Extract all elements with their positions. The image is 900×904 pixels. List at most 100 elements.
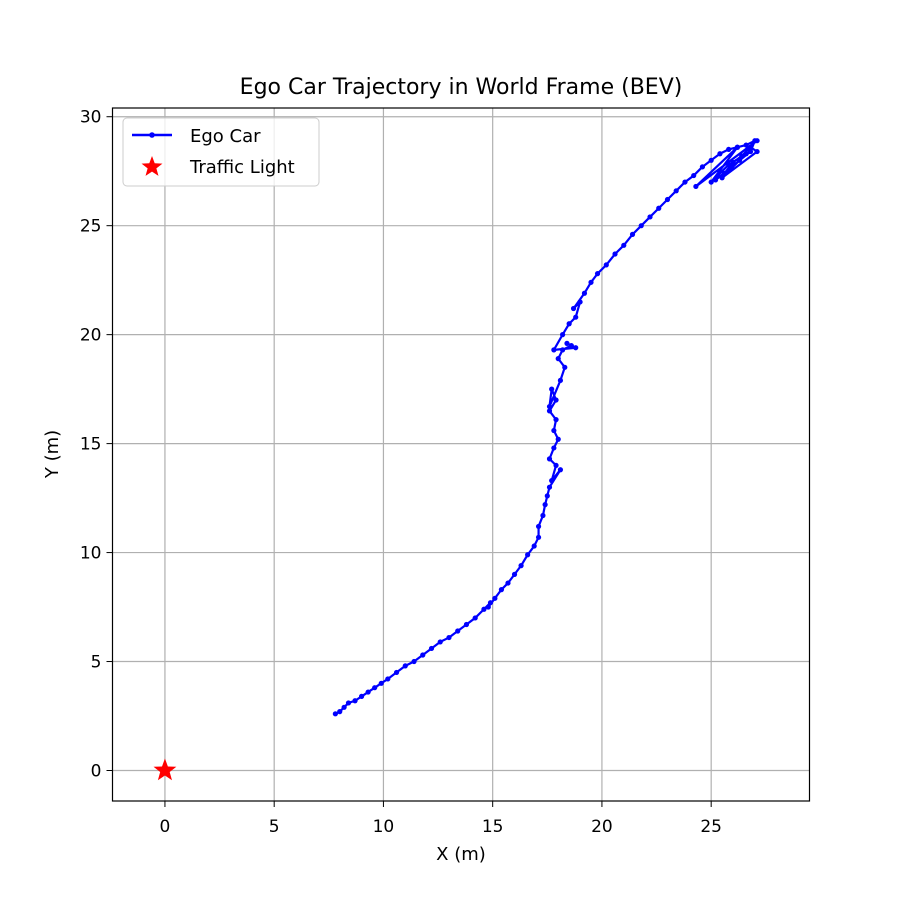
ego-car-point: [352, 698, 358, 704]
ego-car-point: [485, 604, 491, 610]
x-tick-label: 25: [700, 817, 722, 837]
y-tick-label: 25: [80, 217, 102, 237]
ego-car-point: [472, 615, 478, 621]
ego-car-point: [546, 484, 553, 490]
ego-car-point: [557, 467, 564, 473]
ego-car-point: [455, 628, 461, 634]
ego-car-point: [551, 445, 557, 451]
ego-car-point: [739, 153, 745, 159]
ego-car-point: [717, 151, 723, 157]
ego-car-point: [638, 223, 644, 229]
y-tick-label: 5: [91, 653, 102, 673]
ego-car-point: [549, 386, 555, 392]
legend-traffic-light-label: Traffic Light: [189, 157, 295, 178]
ego-car-point: [555, 356, 561, 362]
ego-car-point: [498, 587, 505, 593]
ego-car-point: [420, 652, 426, 658]
legend-ego-marker: [149, 132, 155, 138]
ego-car-point: [712, 177, 719, 183]
ego-car-point: [570, 305, 577, 312]
tick-layer: 0 5 10 15 20 25 0 5 10 15 20 25 30: [80, 108, 722, 837]
ego-car-point: [411, 658, 417, 665]
grid-layer: [112, 108, 810, 801]
ego-car-point: [721, 170, 727, 176]
ego-car-point: [487, 600, 494, 606]
y-tick-label: 30: [80, 108, 102, 128]
y-axis-label: Y (m): [42, 430, 63, 479]
ego-car-point: [428, 645, 435, 652]
ego-car-point: [621, 242, 627, 248]
ego-car-point: [546, 456, 553, 462]
ego-car-point: [553, 417, 559, 423]
x-tick-label: 15: [482, 817, 504, 837]
ego-car-point: [551, 427, 557, 434]
ego-car-point: [402, 663, 408, 669]
legend: Ego Car Traffic Light: [122, 117, 320, 187]
ego-car-point: [647, 214, 653, 220]
ego-car-point: [754, 138, 760, 144]
x-axis-label: X (m): [436, 844, 486, 865]
ego-car-point: [542, 502, 548, 508]
ego-car-point: [560, 347, 566, 353]
ego-car-point: [393, 669, 400, 676]
ego-car-point: [365, 689, 371, 695]
ego-car-point: [505, 580, 511, 586]
legend-traffic-light-star: [141, 156, 163, 176]
ego-car-point: [341, 704, 347, 710]
ego-car-point: [553, 462, 559, 468]
ego-car-point: [568, 342, 574, 349]
ego-car-point: [588, 279, 594, 285]
ego-car-point: [446, 634, 452, 641]
ego-car-point: [540, 512, 546, 519]
y-tick-label: 0: [91, 761, 102, 781]
ego-car-point: [734, 144, 740, 150]
ego-car-point: [553, 397, 559, 403]
ego-car-point: [682, 179, 688, 185]
plot-frame: [111, 107, 811, 802]
ego-car-point: [594, 271, 601, 277]
ego-car-point: [560, 332, 566, 338]
x-tick-label: 10: [373, 817, 395, 837]
legend-ego-label: Ego Car: [190, 126, 261, 147]
ego-car-point: [730, 159, 736, 166]
ego-car-point: [372, 685, 378, 691]
y-tick-label: 10: [80, 544, 102, 564]
y-tick-label: 20: [80, 326, 102, 346]
ego-car-point: [581, 290, 588, 296]
ego-car-point: [603, 262, 609, 268]
ego-car-point: [664, 196, 671, 203]
ego-car-point: [577, 299, 583, 305]
ego-car-point: [708, 157, 714, 163]
ego-car-point: [549, 478, 555, 484]
ego-car-point: [747, 144, 754, 150]
y-tick-label: 15: [80, 435, 102, 455]
ego-car-point: [728, 166, 734, 172]
ego-car-point: [673, 188, 679, 194]
ego-car-point: [564, 340, 570, 346]
ego-car-point: [747, 148, 754, 155]
ego-car-point: [557, 377, 564, 384]
ego-car-point: [525, 552, 531, 558]
ego-car-point: [332, 711, 338, 717]
ego-car-point: [546, 403, 553, 410]
traffic-light-marker: [153, 758, 177, 781]
ego-car-point: [535, 534, 542, 540]
ego-car-point: [481, 606, 487, 612]
ego-car-point: [743, 142, 749, 148]
ego-car-point: [726, 162, 732, 168]
ego-car-point: [719, 175, 725, 181]
ego-car-point: [629, 231, 636, 237]
ego-car-point: [562, 364, 568, 370]
ego-car-point: [544, 493, 550, 499]
ego-car-point: [754, 148, 760, 155]
ego-car-point: [743, 151, 749, 157]
ego-car-point: [691, 172, 697, 179]
ego-car-point: [463, 621, 470, 628]
chart-title: Ego Car Trajectory in World Frame (BEV): [240, 75, 683, 100]
plot-layer: [153, 138, 760, 781]
ego-car-point: [693, 183, 699, 190]
ego-car-point: [437, 639, 443, 645]
x-tick-label: 5: [269, 817, 280, 837]
